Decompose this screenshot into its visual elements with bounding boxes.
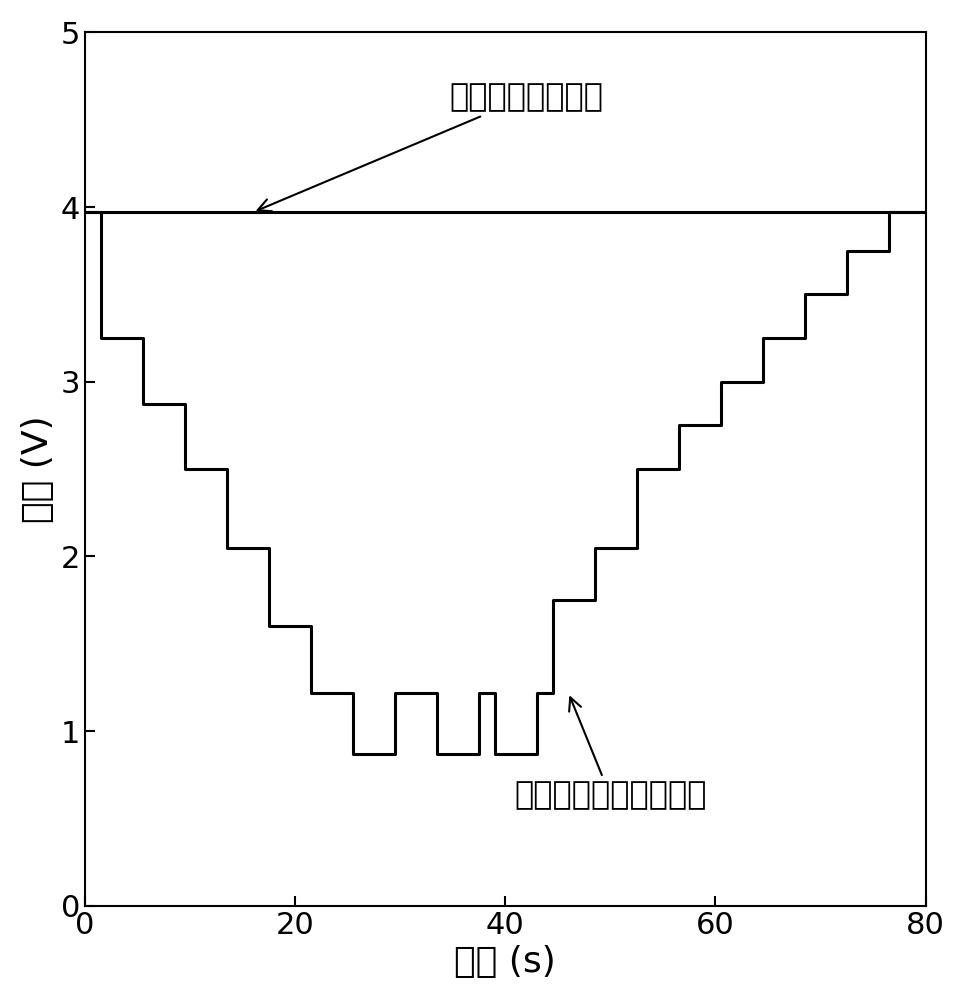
X-axis label: 时间 (s): 时间 (s) [454,945,556,979]
Text: 未补偿的原始信号变化: 未补偿的原始信号变化 [514,697,706,811]
Y-axis label: 幅值 (V): 幅值 (V) [21,415,55,523]
Text: 补偿后的信号变化: 补偿后的信号变化 [258,82,603,211]
